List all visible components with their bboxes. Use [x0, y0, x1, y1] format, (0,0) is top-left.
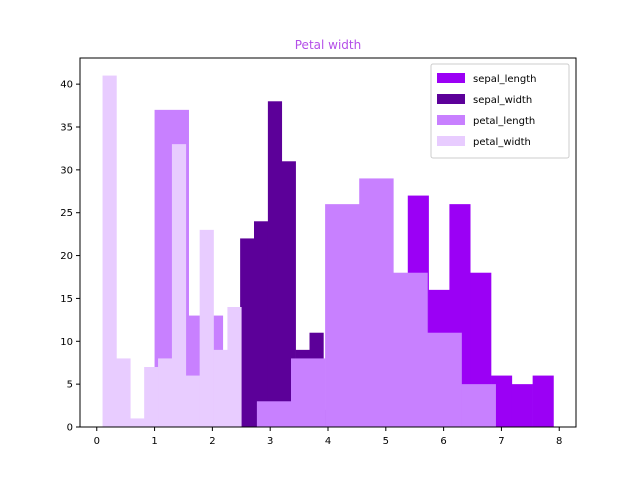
bar-petal-width-2 — [130, 418, 145, 427]
y-axis: 0 5 10 15 20 25 30 35 40 — [60, 80, 80, 434]
bar-petal-length-5 — [325, 204, 360, 427]
y-tick-label: 30 — [60, 165, 73, 176]
legend-swatch-petal-length — [437, 115, 465, 125]
bar-petal-length-9 — [461, 384, 496, 427]
x-tick-label: 0 — [94, 436, 100, 447]
bar-petal-width-1 — [116, 358, 131, 427]
bar-petal-length-3 — [256, 401, 292, 427]
legend-label-petal-width: petal_width — [473, 137, 531, 148]
x-tick-label: 6 — [440, 436, 446, 447]
bar-petal-width-4 — [158, 358, 173, 427]
bar-petal-length-8 — [427, 332, 462, 427]
x-tick-label: 4 — [325, 436, 331, 447]
y-tick-label: 0 — [67, 423, 73, 434]
bar-sepal-width-2 — [240, 238, 255, 427]
legend-swatch-sepal-length — [437, 73, 465, 83]
y-tick-label: 35 — [60, 123, 73, 134]
bar-petal-width-6 — [185, 375, 200, 427]
bar-petal-width-3 — [144, 367, 159, 427]
bar-petal-length-4 — [291, 358, 326, 427]
bar-sepal-width-3 — [254, 221, 269, 427]
legend-box — [430, 63, 570, 159]
legend: sepal_length sepal_width petal_lengthpetal… — [430, 63, 570, 159]
x-tick-label: 7 — [498, 436, 504, 447]
bar-sepal-length-7 — [491, 375, 513, 427]
chart-title: Petal width — [295, 38, 361, 52]
bar-sepal-length-8 — [511, 384, 533, 427]
y-tick-label: 5 — [67, 380, 73, 391]
bar-petal-width-8 — [213, 349, 228, 427]
bar-petal-length-7 — [393, 272, 428, 427]
y-tick-label: 15 — [60, 294, 73, 305]
y-tick-label: 25 — [60, 208, 73, 219]
x-tick-label: 5 — [383, 436, 389, 447]
legend-label-sepal-width: sepal_width — [473, 95, 532, 106]
y-tick-label: 40 — [60, 80, 73, 91]
legend-swatch-petal-width — [437, 136, 465, 146]
legend-label-sepal-length: sepal_length — [473, 74, 537, 85]
x-tick-label: 3 — [267, 436, 273, 447]
bar-sepal-width-4 — [267, 101, 283, 428]
bar-petal-width-7 — [199, 229, 214, 427]
x-tick-label: 2 — [209, 436, 215, 447]
bars-group — [102, 75, 554, 428]
x-axis: 0 1 2 3 4 5 6 7 8 — [94, 427, 562, 447]
series-petal-width — [102, 75, 242, 428]
bar-petal-width-5 — [171, 144, 187, 427]
legend-label-petal-length: petal_length — [473, 116, 535, 127]
x-tick-label: 1 — [151, 436, 157, 447]
y-tick-label: 10 — [60, 337, 73, 348]
bar-sepal-length-9 — [532, 375, 554, 427]
legend-swatch-sepal-width — [437, 94, 465, 104]
bar-petal-width-9 — [227, 307, 242, 427]
y-tick-label: 20 — [60, 251, 73, 262]
bar-petal-length-6 — [359, 178, 394, 427]
x-tick-label: 8 — [556, 436, 562, 447]
bar-petal-width-0 — [102, 75, 117, 428]
